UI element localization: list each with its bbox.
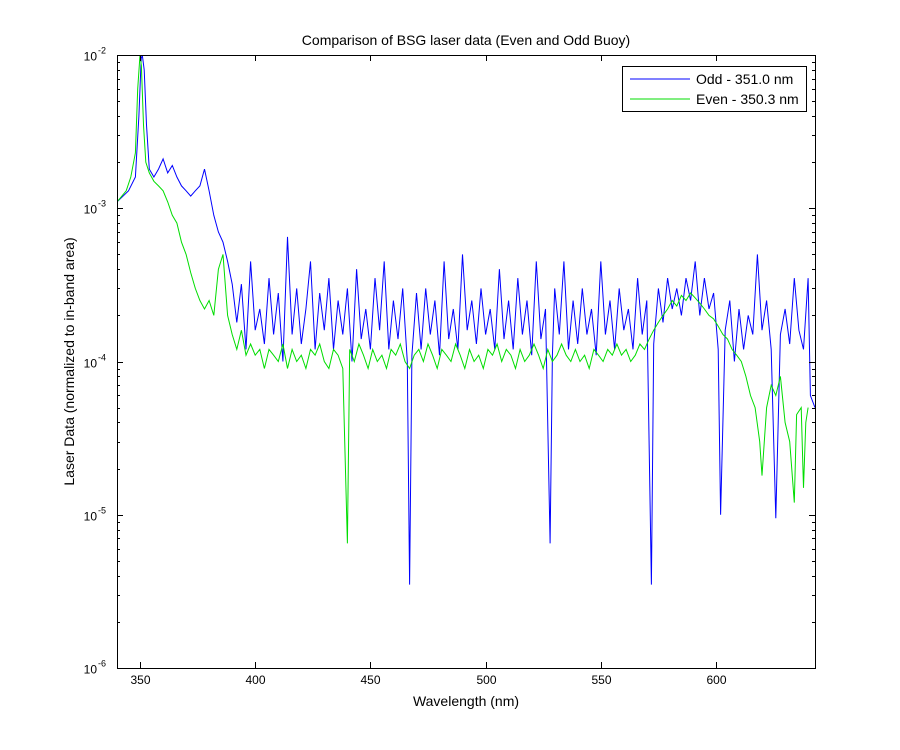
y-axis-title: Laser Data (normalized to in-band area) (61, 237, 77, 485)
y-tick-exponent: -5 (98, 506, 106, 516)
y-tick-label: 10 (84, 510, 98, 524)
legend: Odd - 351.0 nm Even - 350.3 nm (622, 66, 807, 112)
y-tick-label: 10 (84, 203, 98, 217)
plot-area (117, 55, 815, 668)
y-tick-exponent: -3 (98, 199, 106, 209)
legend-box (622, 66, 807, 112)
y-tick-exponent: -2 (98, 46, 106, 56)
x-tick-label: 350 (130, 673, 150, 687)
x-tick-label: 450 (360, 673, 380, 687)
x-tick-label: 400 (245, 673, 265, 687)
series-line-even (117, 55, 809, 544)
series-layer (117, 55, 815, 585)
legend-label: Even - 350.3 nm (696, 91, 799, 107)
x-axis-title: Wavelength (nm) (413, 693, 519, 709)
y-tick-label: 10 (84, 663, 98, 677)
y-tick-label: 10 (84, 357, 98, 371)
y-tick-label: 10 (84, 50, 98, 64)
legend-label: Odd - 351.0 nm (696, 71, 793, 87)
series-line-odd (117, 55, 815, 585)
y-tick-exponent: -4 (98, 353, 106, 363)
x-tick-label: 550 (591, 673, 611, 687)
chart-title: Comparison of BSG laser data (Even and O… (302, 32, 630, 48)
x-axis: 350 400 450 500 550 600 (130, 55, 727, 687)
y-axis: 10-610-510-410-310-2 (84, 46, 815, 677)
x-tick-label: 500 (476, 673, 496, 687)
x-tick-label: 600 (706, 673, 726, 687)
y-tick-exponent: -6 (98, 659, 106, 669)
